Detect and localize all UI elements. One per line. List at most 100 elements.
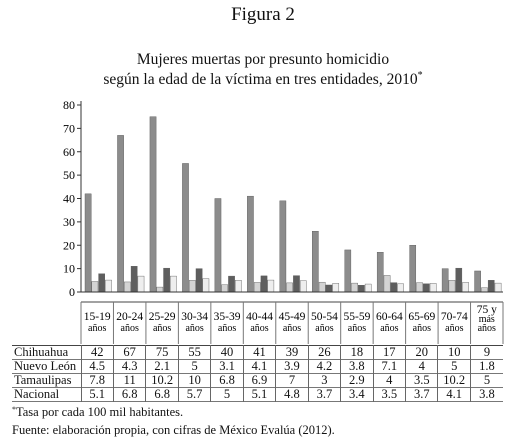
table-cell: 6.8 [145,387,179,402]
y-tick-label: 60 [63,145,75,159]
table-cell: 26 [307,345,341,360]
table-cell: 10 [177,373,211,388]
category-label: años [445,323,463,334]
bar-nacional [170,275,177,293]
category-label: 40-44 [246,311,273,323]
table-cell: 5.7 [177,387,211,402]
chart-title-line-1: Mujeres muertas por presunto homicidio [136,51,390,68]
table-cell: 3.5 [405,373,438,388]
bar-nacional [364,283,372,293]
bar-chihuahua [247,195,254,293]
footnote-source: Fuente: elaboración propia, con cifras d… [12,423,335,437]
footnote-rate-text: Tasa por cada 100 mil habitantes. [16,405,184,419]
table-cell: 3.7 [307,387,341,402]
table-cell: 3.1 [210,359,244,374]
category-label: 55-59 [344,311,371,323]
bar-nuevo-león [221,284,229,293]
bar-tamaulipas [423,283,430,293]
bar-nacional [137,275,145,293]
bar-nuevo-león [91,281,99,293]
y-tick-label: 0 [69,285,75,299]
table-cell: 7 [275,373,309,388]
category-label: 20-24 [116,311,143,323]
y-tick-label: 50 [63,168,75,182]
bar-tamaulipas [358,285,365,293]
bar-tamaulipas [487,280,495,293]
bar-nuevo-león [188,280,196,293]
table-cell: 55 [177,345,211,360]
y-tick-label: 70 [63,121,75,135]
footnote-rate: *Tasa por cada 100 mil habitantes. [12,405,183,420]
table-cell: 4.2 [307,359,341,374]
table-cell: 4.3 [112,359,146,374]
table-cell: 17 [372,345,406,360]
table-cell: 67 [112,345,146,360]
figure-label: Figura 2 [231,4,295,25]
bar-nuevo-león [253,282,261,293]
table-cell: 2.1 [145,359,179,374]
table-cell: 10 [437,345,471,360]
bar-tamaulipas [325,284,333,293]
bar-nuevo-león [318,281,326,293]
table-cell: 2.9 [340,373,374,388]
table-cell: 4.8 [275,387,309,402]
table-cell: 5 [210,387,244,402]
table-row-label: Nuevo León [14,359,77,373]
bar-tamaulipas [228,275,235,293]
table-cell: 3.4 [340,387,374,402]
table-cell: 5 [469,373,503,388]
table-cell: 3 [307,373,341,388]
bar-nuevo-león [351,282,358,293]
table-cell: 6.8 [112,387,146,402]
bar-nuevo-león [448,280,456,293]
bar-nacional [332,283,340,293]
table-cell: 4 [405,359,438,374]
bar-nacional [105,279,112,293]
category-label: más [479,314,495,325]
table-cell: 75 [145,345,179,360]
category-label: años [413,323,431,334]
footnote-asterisk: * [12,405,16,414]
bar-nacional [299,280,307,293]
bar-nacional [494,282,502,293]
data-table: Chihuahua 42 67 75 55 40 41 39 26 18 17 20 10 9 Nuevo … [12,345,503,402]
bar-chihuahua [84,193,92,293]
y-tick-label: 40 [63,192,75,206]
table-cell: 11 [112,373,146,388]
table-cell: 10.2 [437,373,471,388]
table-row: Nuevo León 4.5 4.3 2.1 5 3.1 4.1 3.9 4.2 3.8 7.1 4 5… [12,359,503,374]
bar-tamaulipas [293,275,300,293]
table-cell: 18 [340,345,374,360]
bar-tamaulipas [390,282,398,293]
category-label: 15-19 [84,311,111,323]
bar-chihuahua [376,252,384,293]
chart-title-asterisk: * [417,70,423,81]
table-cell: 6.9 [242,373,276,388]
bar-tamaulipas [455,267,463,293]
bar-nacional [429,283,437,293]
category-label: 30-34 [181,311,208,323]
table-cell: 5.1 [80,387,114,402]
bar-nuevo-león [416,282,423,293]
bar-tamaulipas [163,267,170,293]
bar-nuevo-león [124,281,131,293]
category-label: años [380,323,398,334]
table-cell: 1.8 [469,359,503,374]
category-label: 60-64 [376,311,403,323]
bar-chihuahua [344,249,352,293]
bar-chart: 0102030405060708015-19años20-24años25-29… [63,98,504,344]
table-cell: 42 [80,345,114,360]
bar-tamaulipas [195,268,203,293]
table-cell: 5.1 [242,387,276,402]
table-row: Chihuahua 42 67 75 55 40 41 39 26 18 17 20 10 9 [12,345,503,360]
table-cell: 3.5 [372,387,406,402]
category-label: años [348,323,366,334]
table-cell: 5 [437,359,471,374]
y-tick-label: 20 [63,238,75,252]
table-cell: 39 [275,345,309,360]
bar-chihuahua [312,231,319,293]
bar-tamaulipas [98,273,105,293]
table-cell: 3.7 [405,387,438,402]
bar-nacional [202,278,210,293]
table-cell: 3.9 [275,359,309,374]
